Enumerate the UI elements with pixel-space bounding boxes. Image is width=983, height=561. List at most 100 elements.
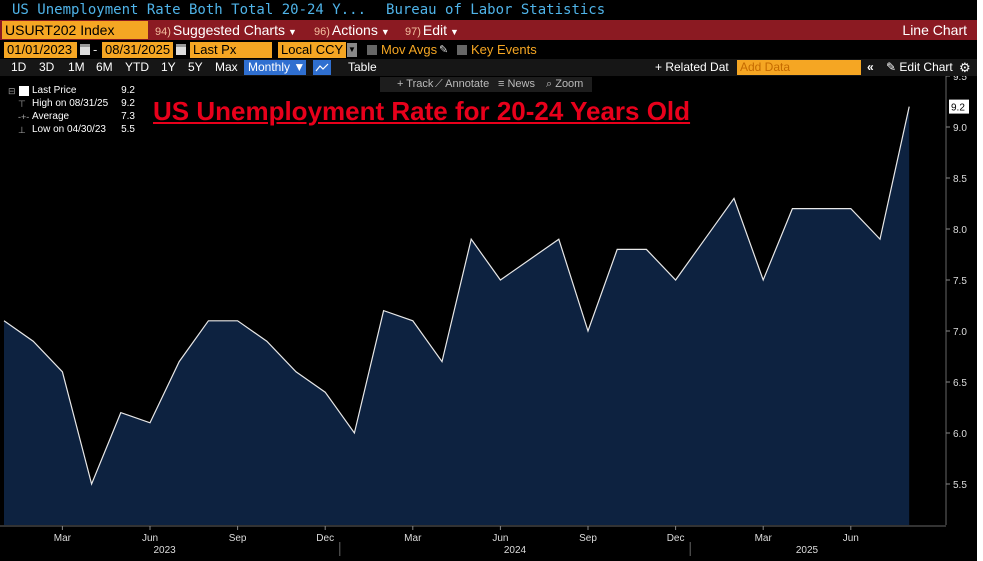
last-value-label: 9.2 [951, 103, 965, 114]
zoom-tool[interactable]: ⌕ Zoom [546, 77, 583, 92]
mov-avgs-checkbox[interactable] [367, 45, 377, 55]
chart-legend: ⊟ Last Price 9.2 ⊤ High on 08/31/25 9.2 … [5, 85, 139, 137]
y-tick-label: 9.0 [953, 123, 967, 134]
news-icon: ≡ [498, 78, 508, 90]
x-year-label: 2023 [153, 545, 176, 556]
y-tick-label: 7.5 [953, 276, 967, 287]
pencil-icon: ✎ [886, 60, 900, 74]
frequency-label: Monthly [248, 60, 291, 74]
zoom-label: Zoom [555, 78, 584, 90]
x-tick-label: Mar [404, 533, 422, 544]
range-bar: 1D 3D 1M 6M YTD 1Y 5Y Max Monthly ▼ Tabl… [0, 59, 977, 76]
x-year-label: 2024 [504, 545, 527, 556]
price-field-select[interactable]: Last Px [190, 42, 272, 58]
annotate-tool[interactable]: ⟋ Annotate [435, 77, 489, 92]
date-bar: 01/01/2023 - 08/31/2025 Last Px Local CC… [0, 41, 977, 59]
x-tick-label: Jun [843, 533, 859, 544]
x-tick-label: Sep [229, 533, 247, 544]
news-label: News [507, 78, 535, 90]
annotate-icon: ⟋ [435, 78, 446, 90]
crosshair-icon: + [397, 78, 407, 90]
table-button[interactable]: Table [348, 60, 377, 74]
y-tick-label: 8.0 [953, 225, 967, 236]
chevron-down-icon[interactable]: ▼ [347, 43, 357, 57]
series-line [3, 106, 910, 486]
y-tick-label: 6.5 [953, 378, 967, 389]
y-tick-label: 9.5 [953, 76, 967, 83]
chart-plot-area [3, 106, 910, 525]
gear-icon[interactable]: ⚙ [959, 60, 971, 75]
mov-avgs-label: Mov Avgs [381, 42, 438, 57]
x-tick-label: Dec [667, 533, 685, 544]
series-swatch [19, 86, 29, 96]
last-value-badge [949, 99, 969, 114]
ticker-field[interactable]: USURT202 Index [2, 21, 148, 39]
y-tick-label: 8.5 [953, 174, 967, 185]
range-ytd[interactable]: YTD [125, 60, 149, 74]
chart-tool-row: + Track ⟋ Annotate ≡ News ⌕ Zoom [380, 77, 592, 92]
date-range-dash: - [93, 42, 98, 57]
currency-select[interactable]: Local CCY [278, 42, 346, 58]
low-marker-icon: ⊥ [18, 125, 26, 135]
legend-last-price: ⊟ Last Price 9.2 [8, 85, 135, 96]
edit-number: 97) [405, 26, 421, 38]
start-date-input[interactable]: 01/01/2023 [4, 42, 77, 58]
data-source: Bureau of Labor Statistics [386, 2, 606, 18]
x-year-label: 2025 [796, 545, 819, 556]
chart-type-label: Line Chart [902, 22, 967, 38]
security-description: US Unemployment Rate Both Total 20-24 Y.… [12, 2, 367, 18]
x-tick-label: Jun [142, 533, 158, 544]
suggested-charts-number: 94) [155, 26, 171, 38]
series-fill [4, 106, 910, 525]
edit-chart-label: Edit Chart [899, 60, 953, 74]
x-tick-label: Mar [755, 533, 773, 544]
related-data-button[interactable]: + Related Dat [655, 60, 729, 74]
x-tick-label: Mar [54, 533, 72, 544]
dropdown-arrow-icon: ▼ [450, 27, 459, 37]
command-bar: USURT202 Index 94) Suggested Charts ▼ 96) A… [0, 20, 977, 40]
key-events-label: Key Events [471, 42, 537, 57]
zoom-icon: ⌕ [546, 78, 556, 90]
suggested-charts-menu[interactable]: 94) Suggested Charts ▼ [155, 20, 297, 40]
range-1y[interactable]: 1Y [161, 60, 176, 74]
high-marker-icon: ⊤ [18, 99, 26, 109]
edit-menu[interactable]: 97) Edit ▼ [405, 20, 459, 40]
add-data-input[interactable]: Add Data [737, 60, 861, 75]
window-title-bar: US Unemployment Rate Both Total 20-24 Y.… [0, 0, 977, 20]
calendar-icon[interactable] [80, 44, 90, 55]
range-1m[interactable]: 1M [68, 60, 85, 74]
pencil-icon[interactable]: ✎ [439, 44, 449, 56]
legend-high: ⊤ High on 08/31/25 9.2 [18, 98, 135, 109]
edit-chart-button[interactable]: ✎ Edit Chart [886, 59, 953, 76]
expand-icon: ⊟ [8, 86, 16, 96]
chart-axes: 5.5 6.0 6.5 7.0 7.5 8.0 8.5 9.0 9.5 9.2 Mar Jun Sep D… [0, 76, 969, 556]
legend-average: -+- Average 7.3 [18, 111, 135, 122]
key-events-checkbox[interactable] [457, 45, 467, 55]
x-tick-label: Dec [316, 533, 334, 544]
news-tool[interactable]: ≡ News [498, 77, 535, 92]
legend-low: ⊥ Low on 04/30/23 5.5 [18, 124, 135, 135]
range-1d[interactable]: 1D [11, 60, 27, 74]
end-date-input[interactable]: 08/31/2025 [102, 42, 173, 58]
x-tick-label: Sep [579, 533, 597, 544]
frequency-select[interactable]: Monthly ▼ [244, 60, 306, 75]
line-chart[interactable]: 5.5 6.0 6.5 7.0 7.5 8.0 8.5 9.0 9.5 9.2 Mar Jun Sep D… [0, 76, 977, 561]
track-label: Track [406, 78, 434, 90]
track-tool[interactable]: + Track [397, 77, 433, 92]
dropdown-arrow-icon: ▼ [287, 27, 297, 37]
range-5y[interactable]: 5Y [188, 60, 203, 74]
average-marker-icon: -+- [18, 112, 30, 122]
collapse-icon[interactable]: « [867, 60, 874, 74]
y-tick-label: 7.0 [953, 327, 967, 338]
dropdown-arrow-icon: ▼ [380, 27, 390, 37]
x-tick-label: Jun [492, 533, 508, 544]
range-max[interactable]: Max [215, 60, 238, 74]
line-style-button[interactable] [313, 60, 331, 75]
calendar-icon[interactable] [176, 44, 186, 55]
edit-label: Edit [422, 22, 448, 38]
actions-number: 96) [314, 26, 330, 38]
actions-menu[interactable]: 96) Actions ▼ [314, 20, 390, 40]
range-6m[interactable]: 6M [96, 60, 113, 74]
range-3d[interactable]: 3D [39, 60, 55, 74]
